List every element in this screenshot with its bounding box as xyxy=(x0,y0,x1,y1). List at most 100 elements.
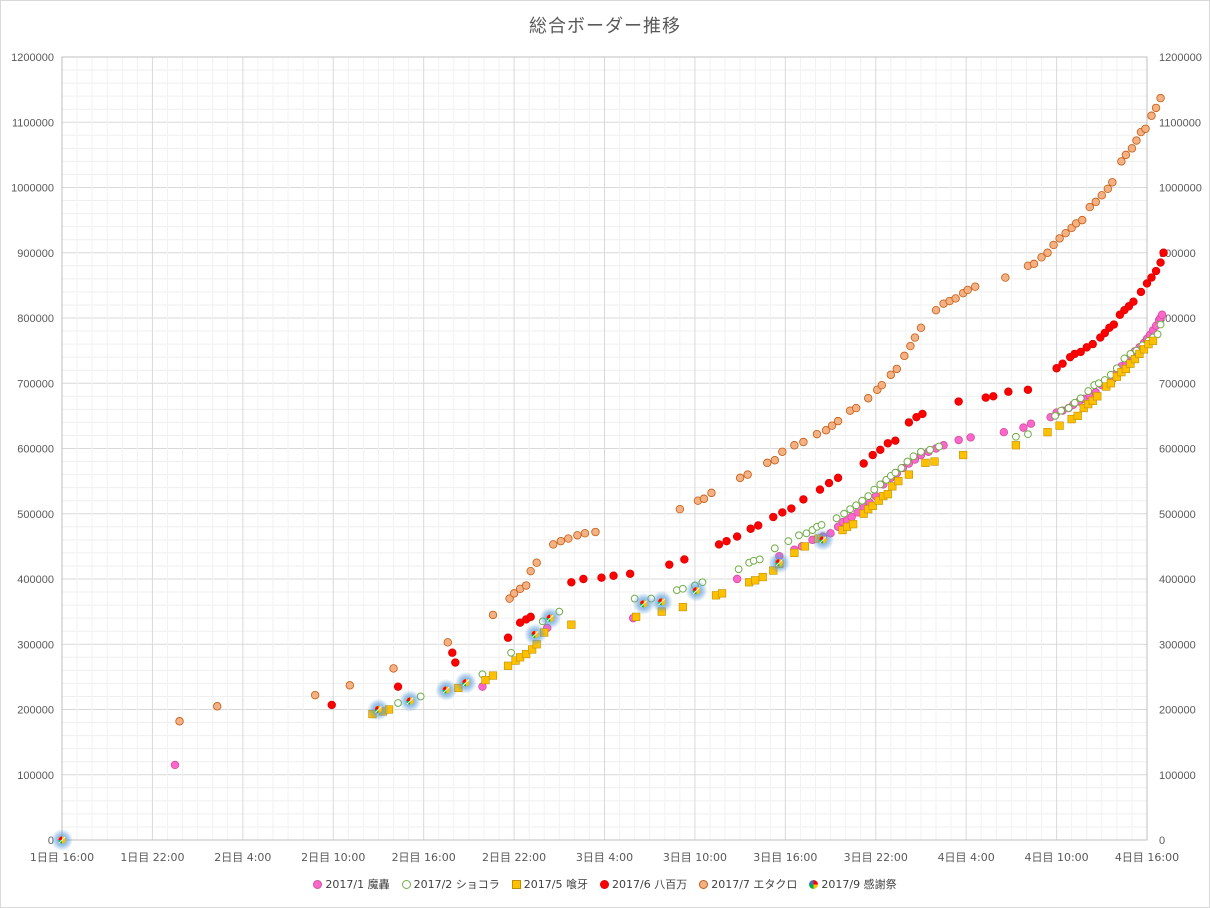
y-tick-label-left: 500000 xyxy=(17,509,54,521)
data-point xyxy=(951,294,960,303)
data-point xyxy=(770,544,779,553)
x-tick-label: 1日目 22:00 xyxy=(120,851,184,864)
data-point xyxy=(310,690,320,700)
data-point xyxy=(539,607,562,630)
data-point xyxy=(451,658,460,667)
data-point xyxy=(1070,398,1079,407)
y-tick-label-right: 900000 xyxy=(1159,248,1196,260)
y-tick-label-right: 800000 xyxy=(1159,313,1196,325)
data-point xyxy=(891,436,900,445)
data-point xyxy=(1147,111,1156,120)
data-point xyxy=(1151,103,1161,113)
data-point xyxy=(868,450,877,460)
data-point xyxy=(935,442,943,451)
legend-item: 2017/6 八百万 xyxy=(600,876,687,892)
data-point xyxy=(732,574,742,584)
data-point xyxy=(800,542,810,551)
data-point xyxy=(1106,379,1115,388)
data-point xyxy=(892,364,902,374)
legend-marker xyxy=(600,880,609,889)
data-point xyxy=(921,458,930,467)
data-point xyxy=(327,700,336,710)
data-point xyxy=(507,648,515,657)
data-point xyxy=(714,540,724,549)
data-point xyxy=(367,698,390,721)
data-point xyxy=(393,682,403,691)
data-point xyxy=(883,490,892,499)
data-point xyxy=(778,508,787,517)
data-point xyxy=(1024,430,1032,439)
data-point xyxy=(1029,259,1039,269)
data-point xyxy=(1120,354,1129,363)
data-point xyxy=(51,829,73,851)
data-point xyxy=(532,558,541,567)
data-point xyxy=(448,648,457,657)
legend-marker xyxy=(699,880,709,889)
data-point xyxy=(1156,320,1165,329)
data-point xyxy=(790,548,799,557)
x-tick-label: 2日目 16:00 xyxy=(392,851,456,864)
data-point xyxy=(846,505,855,514)
data-point xyxy=(916,323,926,332)
data-point xyxy=(904,470,914,479)
data-point xyxy=(877,381,886,390)
y-tick-label-right: 700000 xyxy=(1159,378,1196,390)
data-point xyxy=(503,633,513,642)
series-3 xyxy=(327,248,1168,710)
data-point xyxy=(966,433,975,442)
y-tick-label-left: 0 xyxy=(48,835,54,847)
data-point xyxy=(1004,387,1013,396)
data-point xyxy=(768,551,791,574)
legend-item: 2017/7 エタクロ xyxy=(699,876,797,892)
data-point xyxy=(1121,150,1131,160)
data-point xyxy=(1064,404,1073,412)
data-point xyxy=(868,501,877,511)
legend-marker xyxy=(511,880,521,889)
data-point xyxy=(864,492,873,501)
data-point xyxy=(1153,330,1162,339)
data-point xyxy=(213,702,222,711)
data-point xyxy=(481,676,490,685)
data-point xyxy=(503,661,513,670)
data-point xyxy=(1055,234,1064,243)
legend-label: 2017/1 魔轟 xyxy=(325,878,390,891)
series-2 xyxy=(368,336,1158,719)
data-point xyxy=(678,584,687,593)
y-tick-label-left: 800000 xyxy=(17,313,54,325)
data-point xyxy=(567,578,576,587)
data-point xyxy=(812,429,822,439)
data-point xyxy=(858,496,867,505)
y-tick-label-left: 1000000 xyxy=(11,183,54,195)
data-point xyxy=(815,485,825,494)
x-tick-label: 4日目 10:00 xyxy=(1024,851,1088,864)
y-tick-label-right: 1100000 xyxy=(1159,117,1201,129)
y-tick-label-right: 600000 xyxy=(1159,444,1196,456)
data-point xyxy=(1108,178,1117,187)
data-point xyxy=(999,427,1009,437)
data-point xyxy=(1011,441,1020,450)
data-point xyxy=(549,540,558,549)
data-point xyxy=(763,458,772,468)
data-point xyxy=(175,717,184,726)
data-point xyxy=(625,569,635,578)
data-point xyxy=(1112,372,1121,381)
data-point xyxy=(1103,184,1113,194)
data-point xyxy=(909,452,918,461)
data-point xyxy=(897,464,906,472)
data-point xyxy=(665,560,674,569)
data-point xyxy=(632,612,641,621)
x-tick-label: 2日目 4:00 xyxy=(214,851,271,864)
data-point xyxy=(435,678,458,701)
data-point xyxy=(522,649,531,659)
data-point xyxy=(794,531,803,540)
data-point xyxy=(399,690,422,713)
data-point xyxy=(799,495,808,504)
data-point xyxy=(680,555,689,564)
y-tick-label-right: 300000 xyxy=(1159,639,1196,651)
data-point xyxy=(917,447,925,456)
data-point xyxy=(1076,347,1085,357)
legend-marker xyxy=(313,880,323,889)
data-point xyxy=(821,426,831,435)
axes: 0 0 100000 100000 200000 200000 300000 300000 40… xyxy=(11,52,1202,864)
data-point xyxy=(1159,248,1168,257)
